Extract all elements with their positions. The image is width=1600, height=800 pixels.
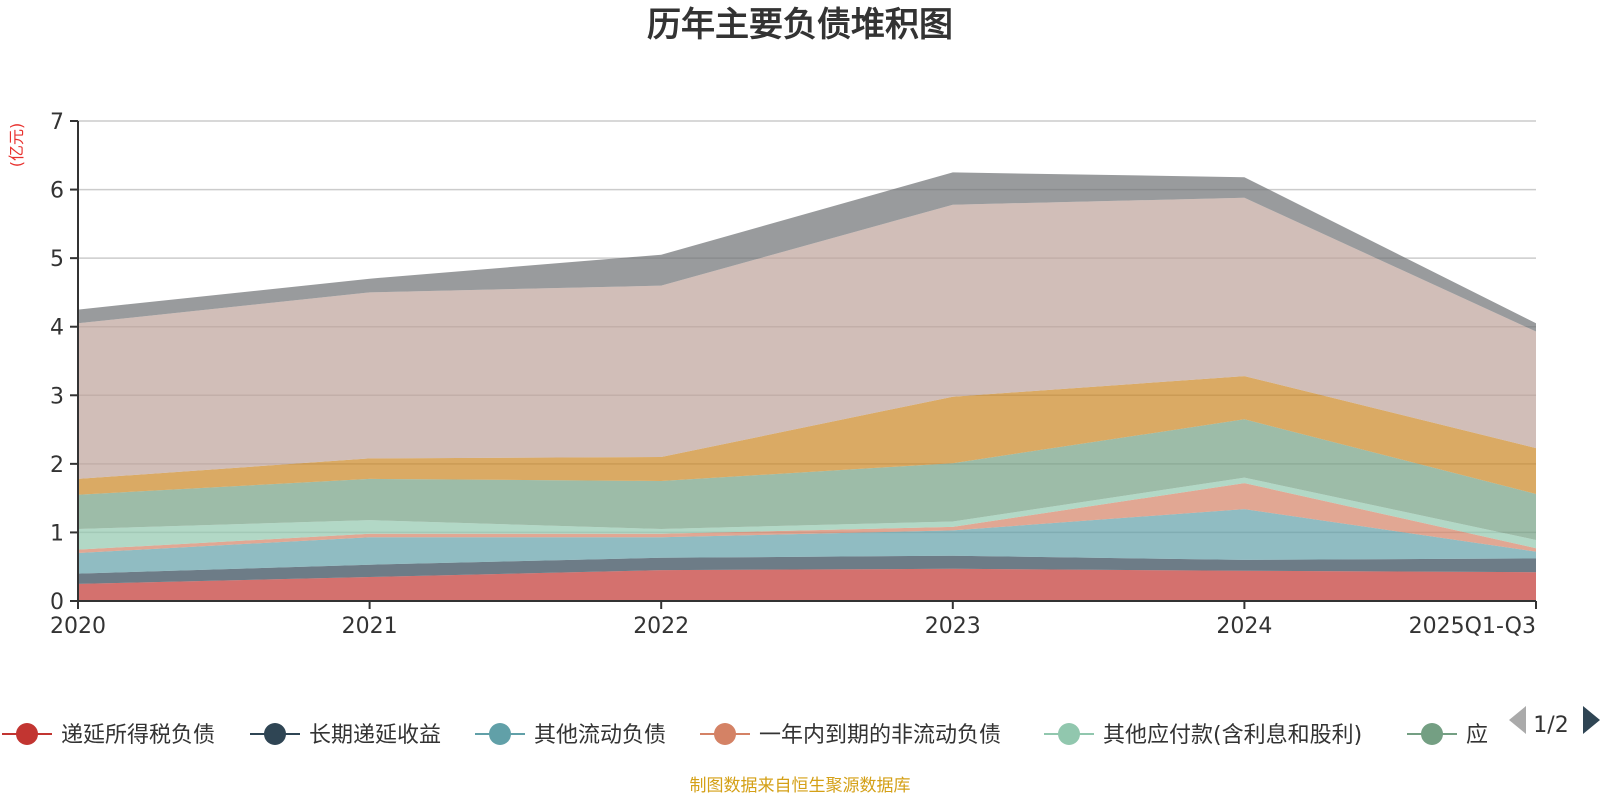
source-note: 制图数据来自恒生聚源数据库 bbox=[690, 776, 911, 796]
chart-title: 历年主要负债堆积图 bbox=[647, 5, 953, 45]
legend-circle-icon bbox=[16, 723, 38, 745]
area-series-5 bbox=[78, 477, 1536, 550]
triangle-right-icon[interactable] bbox=[1583, 706, 1600, 734]
area-series-2 bbox=[78, 555, 1536, 584]
legend-label: 递延所得税负债 bbox=[61, 723, 215, 748]
x-tick-label: 2024 bbox=[1216, 614, 1272, 639]
y-tick-label: 1 bbox=[50, 521, 64, 546]
legend-item[interactable]: 其他应付款(含利息和股利) bbox=[1044, 723, 1362, 748]
legend-pagination[interactable]: 1/2 bbox=[1509, 706, 1600, 738]
area-series-4 bbox=[78, 483, 1536, 553]
area-series-6 bbox=[78, 419, 1536, 540]
legend-label: 应 bbox=[1466, 723, 1488, 748]
legend-circle-icon bbox=[264, 723, 286, 745]
area-series-3 bbox=[78, 509, 1536, 574]
y-tick-label: 6 bbox=[50, 179, 64, 204]
legend-circle-icon bbox=[1058, 723, 1080, 745]
area-series-8 bbox=[78, 197, 1536, 479]
legend-item[interactable]: 一年内到期的非流动负债 bbox=[700, 723, 1001, 748]
legend[interactable]: 递延所得税负债 长期递延收益 其他流动负债 一年内到期的非流动负债 其他应付款(含利息和… bbox=[2, 723, 1488, 748]
legend-circle-icon bbox=[489, 723, 511, 745]
legend-label: 长期递延收益 bbox=[309, 723, 441, 748]
x-tick-labels: 2020 2021 2022 2023 2024 2025Q1-Q3 bbox=[50, 614, 1536, 639]
y-tick-label: 5 bbox=[50, 247, 64, 272]
legend-item[interactable]: 长期递延收益 bbox=[250, 723, 441, 748]
x-tick-label: 2020 bbox=[50, 614, 106, 639]
legend-item[interactable]: 其他流动负债 bbox=[475, 723, 666, 748]
legend-circle-icon bbox=[714, 723, 736, 745]
area-series-7 bbox=[78, 376, 1536, 495]
legend-label: 一年内到期的非流动负债 bbox=[759, 723, 1001, 748]
area-series-group bbox=[78, 172, 1536, 601]
y-tick-label: 4 bbox=[50, 316, 64, 341]
y-tick-labels: 0 1 2 3 4 5 6 7 bbox=[50, 110, 64, 615]
legend-item[interactable]: 递延所得税负债 bbox=[2, 723, 215, 748]
legend-circle-icon bbox=[1421, 723, 1443, 745]
x-tick-label: 2022 bbox=[633, 614, 689, 639]
x-tick-label: 2021 bbox=[342, 614, 398, 639]
y-tick-label: 2 bbox=[50, 453, 64, 478]
x-tick-label: 2023 bbox=[925, 614, 981, 639]
y-tick-label: 0 bbox=[50, 590, 64, 615]
area-series-1 bbox=[78, 568, 1536, 601]
y-axis-unit: (亿元) bbox=[7, 123, 26, 168]
x-tick-label: 2025Q1-Q3 bbox=[1409, 614, 1536, 639]
legend-item[interactable]: 应 bbox=[1407, 723, 1488, 748]
y-tick-label: 3 bbox=[50, 384, 64, 409]
axes bbox=[70, 120, 1537, 609]
triangle-left-icon[interactable] bbox=[1509, 706, 1526, 734]
legend-page-indicator: 1/2 bbox=[1533, 713, 1568, 738]
legend-label: 其他流动负债 bbox=[534, 723, 666, 748]
legend-label: 其他应付款(含利息和股利) bbox=[1103, 723, 1362, 748]
y-tick-label: 7 bbox=[50, 110, 64, 135]
